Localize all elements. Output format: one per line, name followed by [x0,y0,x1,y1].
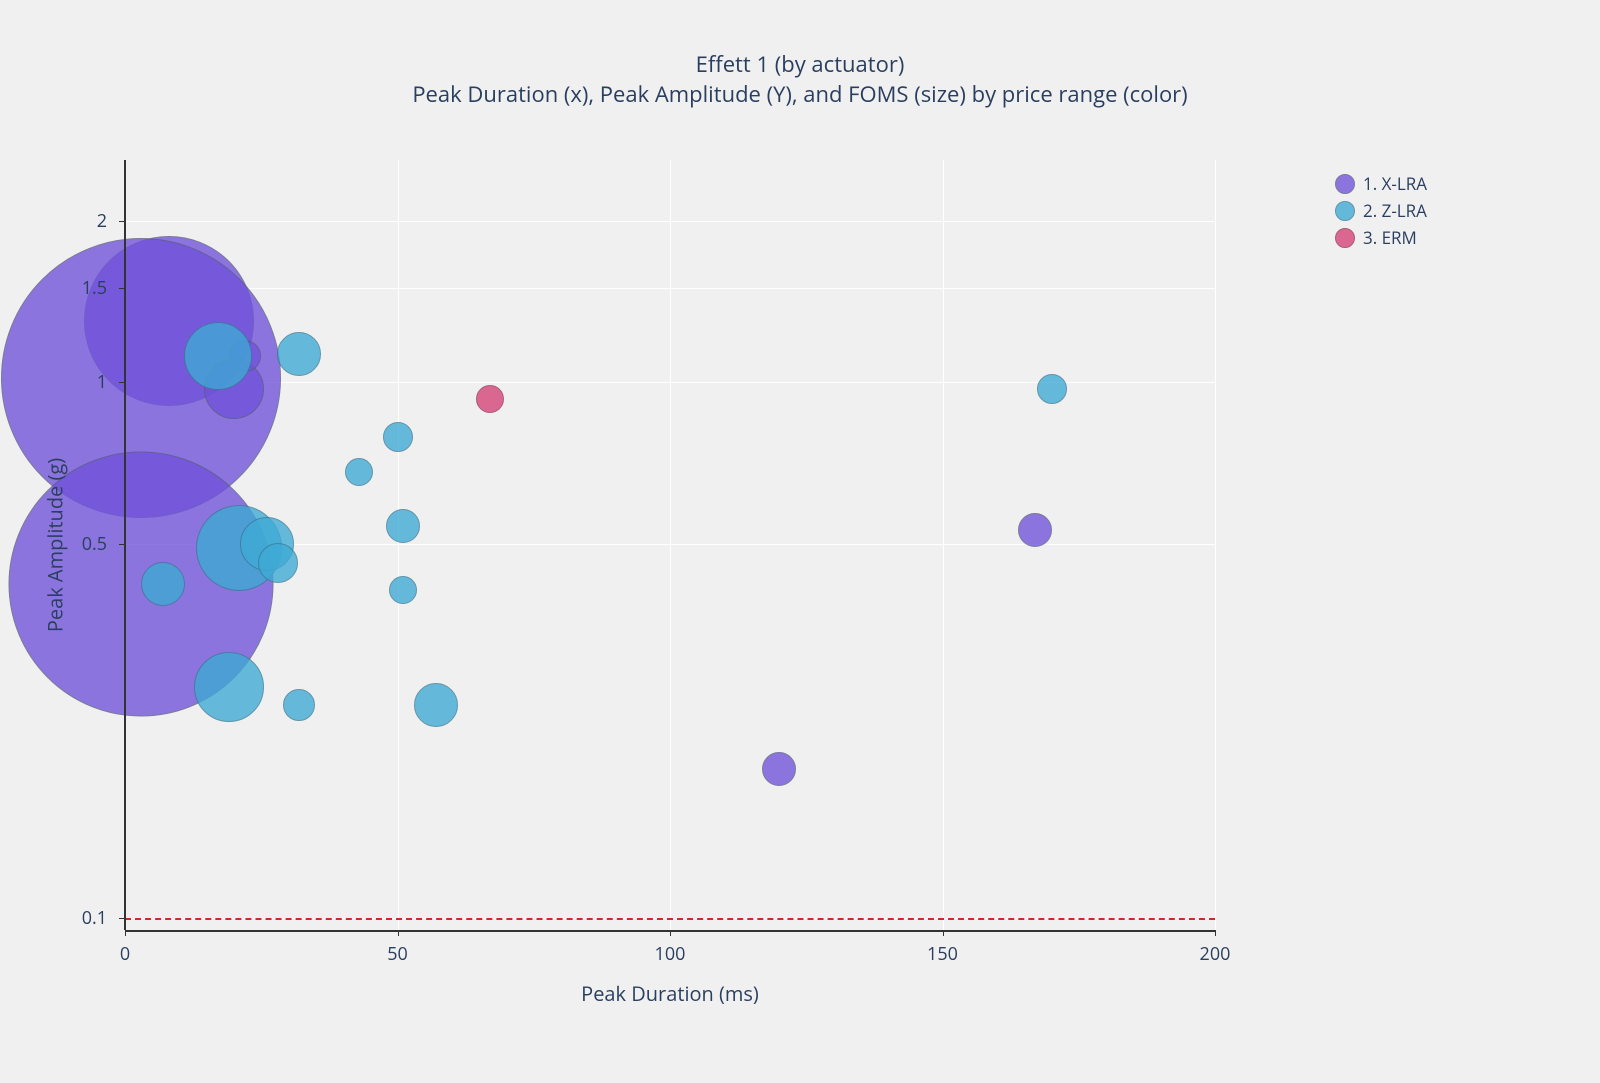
x-axis-line [125,930,1215,932]
grid-horizontal [125,288,1215,289]
data-point[interactable] [389,576,417,604]
legend-marker-icon [1335,174,1355,194]
x-tick [1215,930,1216,936]
legend-label: 1. X-LRA [1363,172,1427,195]
data-point[interactable] [258,543,298,583]
legend-marker-icon [1335,201,1355,221]
chart-title-line-1: Effett 1 (by actuator) [0,50,1600,80]
data-point[interactable] [476,385,504,413]
chart-title-line-2: Peak Duration (x), Peak Amplitude (Y), a… [0,80,1600,110]
x-tick-label: 200 [1200,942,1231,966]
legend-label: 3. ERM [1363,226,1417,249]
data-point[interactable] [386,509,420,543]
legend-item[interactable]: 2. Z-LRA [1335,199,1427,222]
data-point[interactable] [277,332,321,376]
x-axis-title: Peak Duration (ms) [581,980,759,1007]
data-point[interactable] [184,322,252,390]
threshold-line [125,918,1215,920]
y-tick-label: 0.5 [82,532,117,556]
legend-item[interactable]: 1. X-LRA [1335,172,1427,195]
grid-vertical [670,160,671,930]
y-tick-label: 2 [97,209,117,233]
bubble-chart: Effett 1 (by actuator) Peak Duration (x)… [0,0,1600,1083]
x-tick-label: 100 [655,942,686,966]
data-point[interactable] [383,422,413,452]
y-tick-label: 1 [97,370,117,394]
y-tick-label: 1.5 [82,276,117,300]
x-tick-label: 0 [120,942,130,966]
legend-marker-icon [1335,228,1355,248]
x-tick-label: 50 [387,942,408,966]
data-point[interactable] [194,652,264,722]
data-point[interactable] [762,752,796,786]
data-point[interactable] [283,689,315,721]
data-point[interactable] [1018,513,1052,547]
grid-vertical [398,160,399,930]
data-point[interactable] [141,562,185,606]
chart-title-block: Effett 1 (by actuator) Peak Duration (x)… [0,50,1600,109]
data-point[interactable] [345,458,373,486]
plot-area [125,160,1215,930]
legend: 1. X-LRA 2. Z-LRA 3. ERM [1335,172,1427,253]
legend-item[interactable]: 3. ERM [1335,226,1427,249]
y-axis-line [124,160,126,930]
x-tick-label: 150 [927,942,958,966]
grid-horizontal [125,221,1215,222]
data-point[interactable] [1037,374,1067,404]
y-axis-title: Peak Amplitude (g) [42,458,69,632]
y-tick-label: 0.1 [82,906,117,930]
grid-vertical [943,160,944,930]
legend-label: 2. Z-LRA [1363,199,1427,222]
data-point[interactable] [414,683,458,727]
grid-vertical [1215,160,1216,930]
